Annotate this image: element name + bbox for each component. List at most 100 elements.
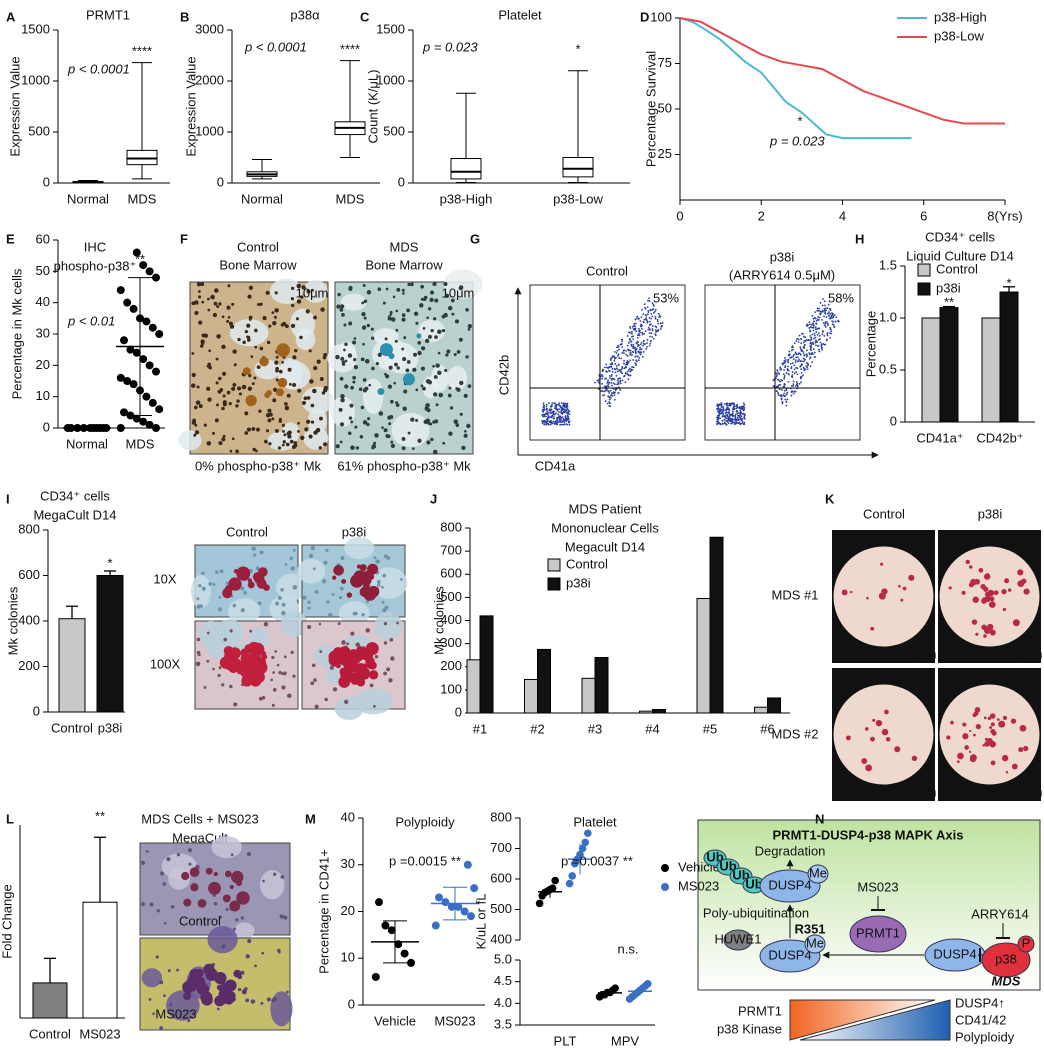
flow-event <box>742 409 745 412</box>
flow-event <box>642 313 645 316</box>
micrograph-texture <box>340 393 345 399</box>
micrograph-texture <box>271 655 275 660</box>
flow-event <box>641 355 644 358</box>
micrograph-caption: 0% phospho-p38⁺ Mk <box>195 458 322 473</box>
micrograph-texture <box>241 989 247 995</box>
flow-event <box>551 404 553 406</box>
y-axis-label: Count (K/μL) <box>365 70 380 144</box>
micrograph-texture <box>208 365 212 370</box>
colony <box>974 712 979 716</box>
micrograph-texture <box>198 320 203 325</box>
micrograph-texture <box>148 998 152 1001</box>
flow-event <box>779 380 781 383</box>
micrograph-texture <box>201 571 205 576</box>
micrograph-texture <box>310 420 315 424</box>
colony <box>870 736 875 742</box>
flow-event <box>636 360 638 363</box>
flow-event <box>637 327 640 330</box>
micrograph-texture <box>170 904 175 909</box>
colony <box>975 632 979 636</box>
methyl-label: Me <box>806 935 824 950</box>
dot <box>152 273 160 282</box>
micrograph-texture <box>388 365 393 370</box>
micrograph-texture <box>218 441 223 446</box>
flow-event <box>547 411 550 414</box>
colony <box>878 592 886 600</box>
colony <box>989 596 995 602</box>
flow-title: Control <box>586 263 628 278</box>
micrograph-texture <box>163 921 167 925</box>
micrograph-texture <box>324 697 328 702</box>
micrograph-texture <box>340 650 347 656</box>
flow-event <box>630 354 633 356</box>
flow-event <box>640 348 643 350</box>
micrograph-texture <box>232 579 240 587</box>
scale-bar: 10μm <box>442 285 475 300</box>
flow-event <box>719 417 721 420</box>
flow-event <box>815 319 818 322</box>
flow-event <box>813 320 816 323</box>
flow-event <box>786 398 789 401</box>
micrograph-texture <box>417 341 422 345</box>
y-tick-label: 1000 <box>376 72 405 87</box>
micrograph-texture <box>341 578 347 584</box>
colony <box>975 723 981 730</box>
micrograph-texture <box>300 435 305 441</box>
micrograph-texture <box>275 355 279 359</box>
flow-event <box>606 402 609 405</box>
flow-event <box>614 371 617 374</box>
micrograph-texture <box>277 446 282 450</box>
colony <box>990 713 996 719</box>
flow-event <box>823 343 826 346</box>
flow-event <box>646 306 649 308</box>
micrograph-texture <box>423 419 428 425</box>
flow-event <box>635 330 638 333</box>
micrograph-texture <box>222 894 231 903</box>
micrograph-texture <box>456 387 461 392</box>
flow-event <box>814 326 817 328</box>
flow-event <box>720 403 722 406</box>
micrograph-texture <box>251 654 262 665</box>
micrograph-texture <box>274 308 279 313</box>
colony <box>1010 718 1017 724</box>
micrograph-texture <box>241 384 247 390</box>
micrograph-texture <box>415 418 419 422</box>
flow-event <box>636 336 639 339</box>
dot <box>381 921 390 930</box>
flow-event <box>799 346 802 348</box>
colony <box>872 718 876 722</box>
flow-title: p38i <box>770 249 795 264</box>
flow-event <box>550 408 553 411</box>
micrograph-texture <box>448 431 453 436</box>
flow-event <box>721 419 724 422</box>
ubiquitin-label: Ub <box>719 858 736 873</box>
flow-event <box>814 328 817 330</box>
micrograph-texture <box>389 638 394 642</box>
flow-event <box>627 348 629 351</box>
flow-event <box>632 351 635 354</box>
micrograph-texture <box>196 637 201 642</box>
micrograph-texture <box>312 388 317 394</box>
micrograph-texture <box>291 445 296 450</box>
bar <box>479 615 494 714</box>
flow-event <box>822 309 824 312</box>
dot <box>155 330 164 338</box>
micrograph-texture <box>338 596 343 600</box>
flow-event <box>791 374 794 376</box>
micrograph-texture <box>330 396 356 427</box>
y-tick-label: 0 <box>43 419 50 434</box>
y-tick-label: 500 <box>490 901 512 916</box>
micrograph-texture <box>235 404 239 408</box>
micrograph-texture <box>407 282 411 287</box>
flow-event <box>610 357 613 360</box>
flow-event <box>736 403 739 406</box>
micrograph-texture <box>218 666 222 670</box>
micrograph-texture <box>430 437 434 442</box>
micrograph-texture <box>231 658 242 669</box>
micrograph-texture <box>182 981 195 994</box>
micrograph-texture <box>248 373 252 378</box>
flow-event <box>736 406 739 409</box>
flow-event <box>617 346 620 348</box>
colony <box>991 730 997 736</box>
flow-event <box>730 422 733 425</box>
